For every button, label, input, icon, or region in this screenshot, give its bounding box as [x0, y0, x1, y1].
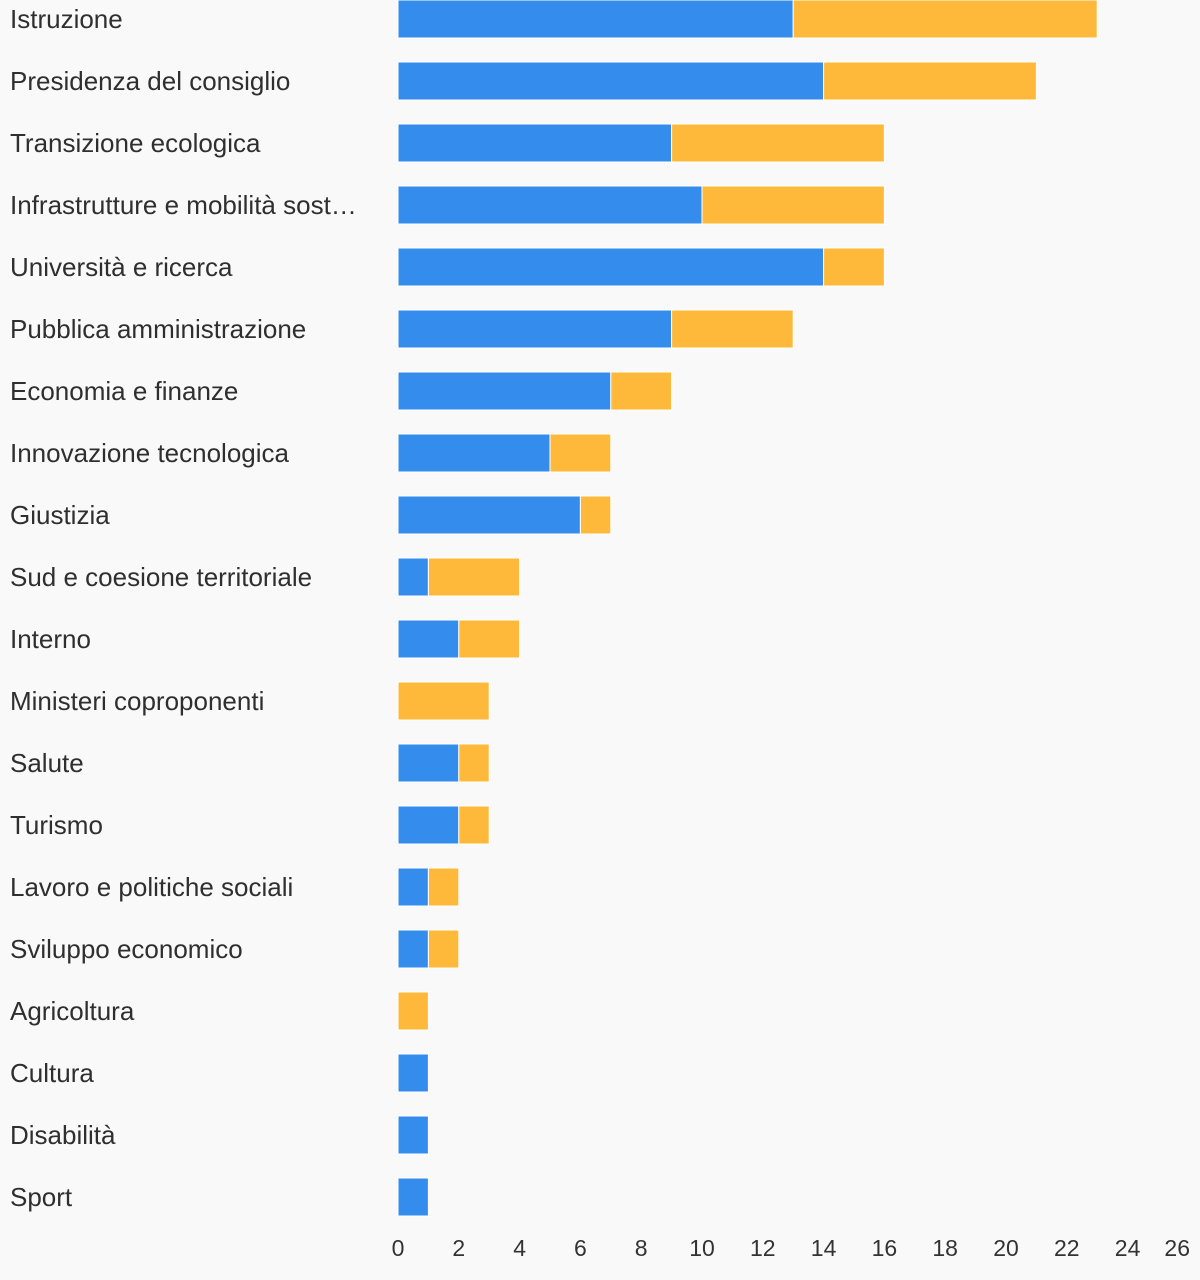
bar-segment-series-1[interactable]: [397, 1053, 429, 1093]
bar-segment-series-1[interactable]: [397, 743, 460, 783]
category-label: Salute: [10, 748, 84, 778]
bar-segment-series-2[interactable]: [549, 433, 612, 473]
category-label: Infrastrutture e mobilità sost…: [10, 190, 357, 220]
bar-segment-series-1[interactable]: [397, 433, 551, 473]
category-label: Università e ricerca: [10, 252, 233, 282]
bar-segment-series-1[interactable]: [397, 1177, 429, 1217]
bar-segment-series-1[interactable]: [397, 185, 703, 225]
category-label: Presidenza del consiglio: [10, 66, 290, 96]
bar-segment-series-1[interactable]: [397, 123, 673, 163]
bar-segment-series-1[interactable]: [397, 61, 825, 101]
bar-segment-series-2[interactable]: [610, 371, 673, 411]
bar-segment-series-1[interactable]: [397, 371, 612, 411]
bar-segment-series-2[interactable]: [397, 681, 490, 721]
x-tick-label: 18: [932, 1235, 958, 1261]
bar-segment-series-2[interactable]: [458, 805, 490, 845]
bar-segment-series-2[interactable]: [458, 743, 490, 783]
x-tick-label: 22: [1054, 1235, 1080, 1261]
bar-segment-series-2[interactable]: [792, 0, 1098, 39]
bar-segment-series-1[interactable]: [397, 557, 429, 597]
bar-segment-series-2[interactable]: [458, 619, 521, 659]
bar-segment-series-1[interactable]: [397, 619, 460, 659]
category-label: Lavoro e politiche sociali: [10, 872, 293, 902]
category-label: Economia e finanze: [10, 376, 238, 406]
x-tick-label: 2: [452, 1235, 465, 1261]
category-label: Sport: [10, 1182, 73, 1212]
x-tick-label: 14: [811, 1235, 837, 1261]
category-label: Ministeri coproponenti: [10, 686, 264, 716]
category-labels: Istruzione Presidenza del consiglio Transi…: [10, 4, 357, 1212]
category-label: Istruzione: [10, 4, 123, 34]
x-tick-label: 26: [1164, 1235, 1190, 1261]
x-tick-label: 16: [872, 1235, 898, 1261]
category-label: Innovazione tecnologica: [10, 438, 290, 468]
bar-segment-series-1[interactable]: [397, 929, 429, 969]
x-tick-label: 4: [513, 1235, 526, 1261]
category-label: Agricoltura: [10, 996, 135, 1026]
x-tick-label: 10: [689, 1235, 715, 1261]
category-label: Giustizia: [10, 500, 110, 530]
x-tick-label: 20: [993, 1235, 1019, 1261]
category-label: Transizione ecologica: [10, 128, 261, 158]
x-tick-label: 6: [574, 1235, 587, 1261]
category-label: Disabilità: [10, 1120, 116, 1150]
bar-segment-series-2[interactable]: [427, 929, 460, 969]
bar-segment-series-1[interactable]: [397, 495, 581, 535]
category-label: Sviluppo economico: [10, 934, 243, 964]
bar-segment-series-2[interactable]: [823, 247, 885, 287]
x-tick-label: 8: [635, 1235, 648, 1261]
bar-segment-series-2[interactable]: [671, 309, 794, 349]
x-tick-label: 12: [750, 1235, 776, 1261]
bar-segment-series-2[interactable]: [671, 123, 885, 163]
bar-segment-series-1[interactable]: [397, 247, 825, 287]
bar-segment-series-2[interactable]: [427, 867, 460, 907]
category-label: Pubblica amministrazione: [10, 314, 306, 344]
x-tick-label: 0: [392, 1235, 405, 1261]
x-tick-label: 24: [1115, 1235, 1141, 1261]
bars: [397, 0, 1098, 1217]
bar-segment-series-2[interactable]: [701, 185, 885, 225]
bar-segment-series-1[interactable]: [397, 867, 429, 907]
bar-segment-series-2[interactable]: [579, 495, 612, 535]
category-label: Interno: [10, 624, 91, 654]
bar-segment-series-1[interactable]: [397, 1115, 429, 1155]
category-label: Sud e coesione territoriale: [10, 562, 312, 592]
bar-segment-series-1[interactable]: [397, 309, 673, 349]
bar-segment-series-1[interactable]: [397, 805, 460, 845]
category-label: Cultura: [10, 1058, 94, 1088]
category-label: Turismo: [10, 810, 103, 840]
bar-segment-series-2[interactable]: [427, 557, 521, 597]
x-axis-ticks: 0 2 4 6 8 10 12 14 16 18 20 22 24 26: [392, 1235, 1190, 1261]
bar-segment-series-2[interactable]: [397, 991, 429, 1031]
bar-segment-series-2[interactable]: [823, 61, 1037, 101]
bar-segment-series-1[interactable]: [397, 0, 794, 39]
